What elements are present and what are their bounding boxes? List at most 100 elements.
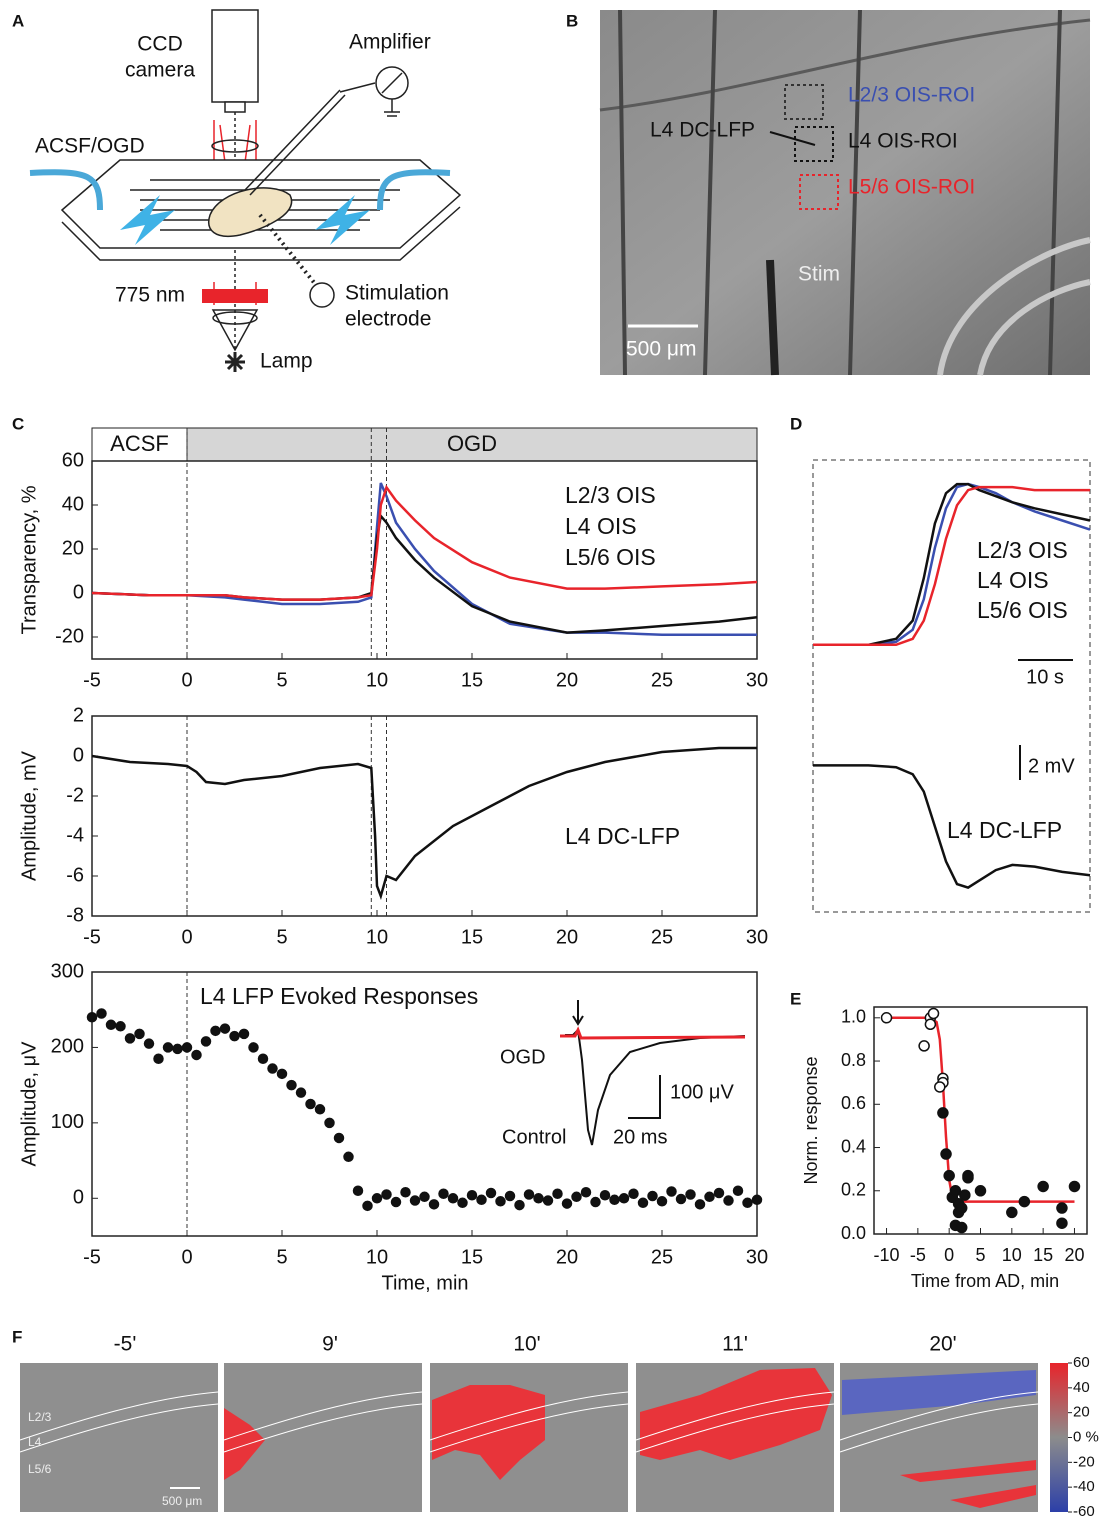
data-point <box>400 1187 411 1198</box>
scale-bar <box>1018 659 1073 780</box>
series-line <box>813 764 1091 889</box>
data-point <box>229 1030 240 1042</box>
data-point <box>1006 1206 1018 1219</box>
x-tick-label: 15 <box>1033 1245 1053 1265</box>
data-point <box>1068 1180 1081 1193</box>
legend-label: L4 DC-LFP <box>947 817 1062 843</box>
y-tick-label: -8 <box>66 904 84 926</box>
data-point <box>1056 1217 1068 1229</box>
data-point <box>143 1038 155 1049</box>
x-tick-label: 10 <box>1002 1245 1022 1265</box>
data-point <box>974 1185 987 1197</box>
x-tick-label: 0 <box>181 669 192 691</box>
x-tick-label: 30 <box>746 926 768 948</box>
x-tick-label: -10 <box>874 1245 900 1265</box>
data-point <box>713 1187 725 1199</box>
data-point <box>352 1185 364 1196</box>
data-point <box>96 1008 107 1019</box>
ois-maps <box>19 1363 1068 1512</box>
data-point <box>504 1190 516 1202</box>
diagram-label: ACSF/OGD <box>35 135 145 158</box>
series-line <box>813 482 1091 647</box>
data-point <box>457 1197 468 1209</box>
panel-label: F <box>12 1327 22 1346</box>
data-point <box>533 1193 544 1204</box>
y-tick-label: -6 <box>66 864 84 886</box>
data-point <box>694 1199 706 1210</box>
x-tick-label: 10 <box>366 1246 388 1268</box>
colorbar-label: 40 <box>1073 1379 1090 1396</box>
annotation: 20 ms <box>613 1126 667 1148</box>
data-point <box>1018 1195 1031 1208</box>
phase-band <box>91 427 188 462</box>
data-point <box>305 1098 316 1110</box>
data-point <box>343 1151 354 1163</box>
plot-frame <box>873 1006 1088 1235</box>
y-tick-label: 100 <box>51 1111 84 1133</box>
data-point <box>732 1185 744 1196</box>
layer-label: L4 <box>28 1435 42 1449</box>
data-point <box>248 1042 259 1053</box>
image-label: L2/3 OIS-ROI <box>848 84 975 107</box>
data-point <box>561 1198 573 1209</box>
data-point <box>934 1081 946 1093</box>
annotation: OGD <box>500 1046 546 1068</box>
data-point <box>685 1189 696 1200</box>
diagram-label: CCD <box>137 33 183 56</box>
data-point <box>571 1191 582 1203</box>
diagram-label: Stimulation <box>345 282 449 305</box>
annotation: L4 LFP Evoked Responses <box>200 983 478 1009</box>
y-tick-label: 200 <box>51 1036 84 1058</box>
panel-label: D <box>790 414 802 433</box>
y-axis-label: Norm. response <box>801 1056 821 1184</box>
image-label: L5/6 OIS-ROI <box>848 176 975 199</box>
series-line <box>91 484 758 601</box>
data-point <box>162 1042 174 1053</box>
data-point <box>210 1025 221 1037</box>
data-point <box>940 1148 952 1160</box>
y-tick-label: 0.4 <box>841 1136 866 1156</box>
y-tick-label: 0.0 <box>841 1223 866 1243</box>
data-point <box>438 1188 449 1200</box>
y-tick-label: 1.0 <box>841 1007 866 1027</box>
x-tick-label: 10 <box>366 926 388 948</box>
x-tick-label: 25 <box>651 1246 673 1268</box>
data-point <box>918 1040 930 1052</box>
series-line <box>813 482 1091 647</box>
data-point <box>191 1049 202 1061</box>
x-tick-label: 5 <box>975 1245 985 1265</box>
y-tick-label: 0 <box>73 581 84 603</box>
series-line <box>91 746 757 900</box>
annotation: 2 mV <box>1028 755 1075 777</box>
data-point <box>927 1007 940 1020</box>
scale-label: 500 μm <box>626 338 696 361</box>
data-point <box>609 1194 620 1206</box>
data-point <box>751 1194 763 1206</box>
data-point <box>1037 1180 1049 1193</box>
data-point <box>590 1196 601 1208</box>
time-label: 10' <box>513 1333 540 1356</box>
annotation: 100 μV <box>670 1081 734 1103</box>
data-point <box>172 1043 183 1055</box>
slice-image <box>599 9 1091 376</box>
series-line <box>91 482 757 637</box>
x-axis-label: Time, min <box>381 1272 468 1294</box>
y-tick-label: 0 <box>73 1187 84 1209</box>
data-point <box>390 1196 402 1208</box>
x-tick-label: 15 <box>461 669 483 691</box>
x-tick-label: 20 <box>1064 1245 1084 1265</box>
image-label: Stim <box>798 263 840 286</box>
plot-frame <box>91 460 758 660</box>
y-tick-label: 60 <box>62 449 84 471</box>
x-tick-label: 25 <box>651 926 673 948</box>
x-tick-label: 15 <box>461 926 483 948</box>
plot-frame <box>91 715 758 917</box>
x-tick-label: 0 <box>944 1245 954 1265</box>
y-tick-label: 0.8 <box>841 1050 866 1070</box>
colorbar-label: 20 <box>1073 1404 1090 1421</box>
zoom-frame <box>812 459 1091 913</box>
image-label: L4 OIS-ROI <box>848 130 958 153</box>
data-point <box>419 1191 430 1203</box>
